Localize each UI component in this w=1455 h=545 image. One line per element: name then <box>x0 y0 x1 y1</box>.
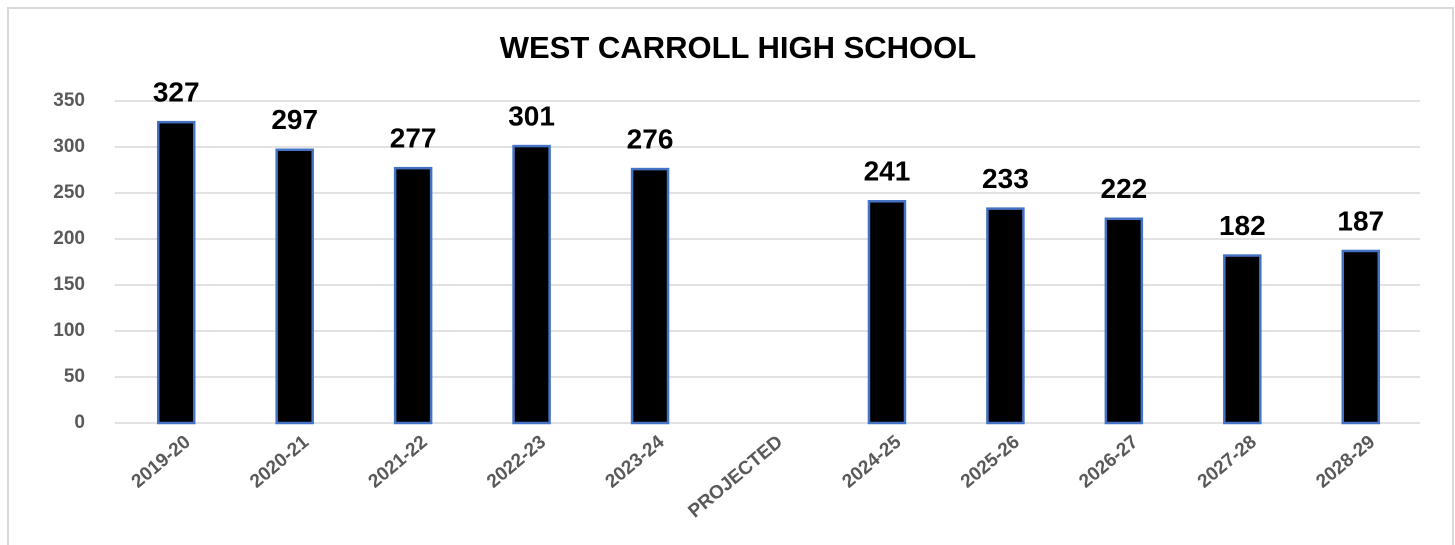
chart-title: WEST CARROLL HIGH SCHOOL <box>500 30 976 65</box>
data-label: 182 <box>1219 210 1266 241</box>
y-tick-label: 200 <box>53 228 85 249</box>
y-tick-label: 100 <box>53 320 85 341</box>
data-label: 297 <box>271 104 318 135</box>
x-tick-label: 2021-22 <box>365 432 432 493</box>
bar <box>156 120 196 425</box>
bar <box>275 148 314 425</box>
data-label: 277 <box>390 123 437 154</box>
x-tick-label: 2019-20 <box>128 432 195 493</box>
x-tick-label: 2027-28 <box>1194 432 1261 493</box>
x-tick-label: 2025-26 <box>957 432 1024 493</box>
bar <box>630 167 670 425</box>
data-label: 276 <box>627 123 674 154</box>
x-tick-label: 2020-21 <box>246 431 313 492</box>
x-tick-label: 2023-24 <box>602 431 669 492</box>
y-tick-label: 50 <box>64 366 85 387</box>
y-tick-label: 0 <box>74 412 85 433</box>
bar <box>512 144 551 425</box>
chart-border <box>7 7 1454 545</box>
y-tick-label: 250 <box>53 182 85 203</box>
x-tick-label: PROJECTED <box>684 432 786 523</box>
y-tick-label: 350 <box>53 90 85 111</box>
bar <box>986 207 1025 425</box>
data-label: 241 <box>864 156 911 187</box>
y-tick-label: 150 <box>53 274 85 295</box>
data-label: 301 <box>508 100 555 131</box>
bar <box>1341 249 1381 425</box>
x-tick-label: 2024-25 <box>838 431 905 492</box>
data-label: 327 <box>153 77 200 108</box>
x-tick-label: 2022-23 <box>483 432 550 493</box>
bar <box>1223 254 1262 425</box>
x-tick-label: 2028-29 <box>1312 432 1379 493</box>
bar <box>1104 217 1144 425</box>
x-tick-label: 2026-27 <box>1075 432 1142 493</box>
bar <box>867 200 907 425</box>
y-tick-label: 300 <box>53 136 85 157</box>
data-label: 233 <box>982 163 1029 194</box>
data-label: 187 <box>1337 205 1384 236</box>
data-label: 222 <box>1101 173 1148 204</box>
bar <box>393 166 433 425</box>
